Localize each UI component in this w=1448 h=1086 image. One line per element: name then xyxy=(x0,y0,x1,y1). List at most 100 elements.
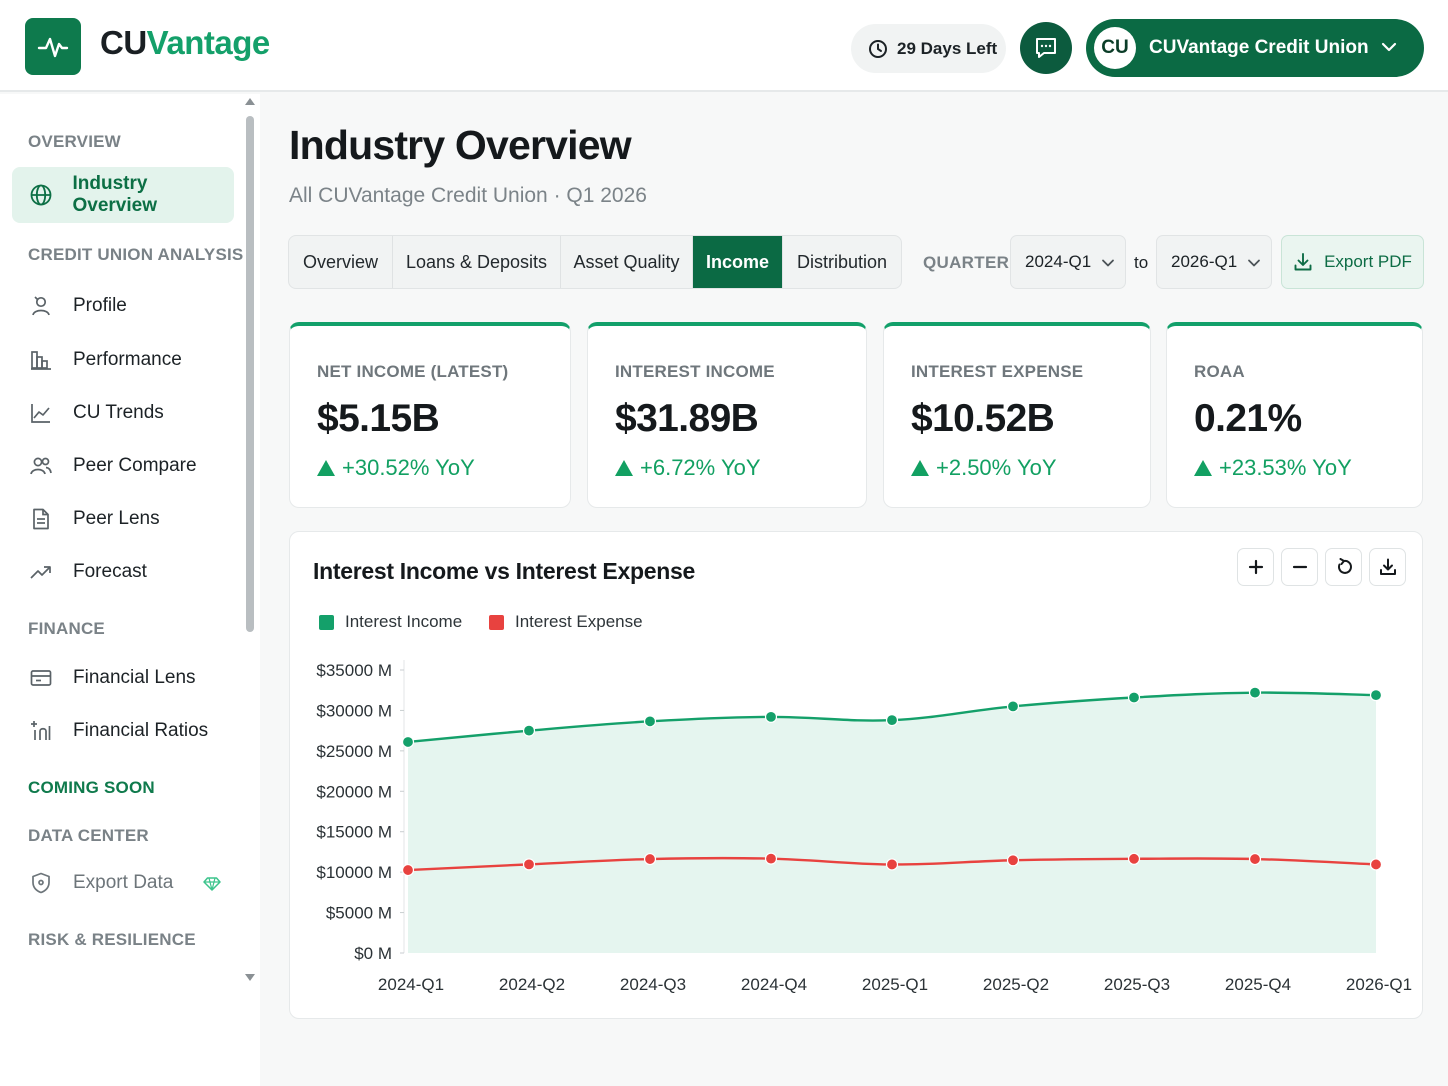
legend-label: Interest Expense xyxy=(515,612,643,631)
sidebar-section-risk-resilience: RISK & RESILIENCE xyxy=(28,930,196,949)
data-point xyxy=(522,858,536,871)
data-point xyxy=(401,863,415,877)
avatar: CU xyxy=(1094,27,1136,69)
quarter-from-value: 2024-Q1 xyxy=(1025,252,1092,271)
legend-interest-expense[interactable]: Interest Expense xyxy=(489,612,643,632)
kpi-card-interest-expense: INTEREST EXPENSE $10.52B +2.50% YoY xyxy=(883,322,1151,508)
kpi-value: $10.52B xyxy=(911,397,1055,440)
bar-chart-icon xyxy=(28,347,54,373)
y-tick-label: $30000 M xyxy=(316,701,392,720)
income-expense-chart: $0 M $5000 M $10000 M $15000 M $20000 M $2500… xyxy=(316,660,1412,994)
top-header: CU Vantage 29 Days Left CU CUVantage Cred… xyxy=(0,0,1448,92)
chevron-down-icon xyxy=(1381,42,1397,52)
sidebar-item-profile[interactable]: Profile xyxy=(12,278,234,334)
scroll-down-arrow[interactable] xyxy=(245,974,255,981)
data-point xyxy=(1006,854,1020,867)
tab-distribution[interactable]: Distribution xyxy=(796,251,888,272)
kpi-change-text: +23.53% YoY xyxy=(1219,455,1352,480)
chevron-down-icon xyxy=(1248,259,1260,267)
sidebar-item-financial-ratios[interactable]: Financial Ratios xyxy=(12,703,234,759)
sidebar-item-peer-lens[interactable]: Peer Lens xyxy=(12,491,234,547)
users-icon xyxy=(28,453,54,479)
kpi-value: 0.21% xyxy=(1194,397,1302,440)
brand-name-part2: Vantage xyxy=(146,24,271,61)
wallet-icon xyxy=(28,665,54,691)
page-subtitle: All CUVantage Credit Union · Q1 2026 xyxy=(289,184,647,207)
sidebar-item-label: Profile xyxy=(73,295,127,316)
y-tick-label: $15000 M xyxy=(316,823,392,842)
data-point xyxy=(885,858,899,871)
sidebar-item-cu-trends[interactable]: CU Trends xyxy=(12,385,234,441)
sidebar-item-label: CU Trends xyxy=(73,402,164,423)
clock-icon xyxy=(869,39,887,58)
sidebar-item-peer-compare[interactable]: Peer Compare xyxy=(12,438,234,494)
tab-overview[interactable]: Overview xyxy=(289,236,393,288)
scroll-up-arrow[interactable] xyxy=(245,98,255,105)
kpi-label: INTEREST EXPENSE xyxy=(911,362,1084,381)
data-point xyxy=(1369,858,1383,871)
up-arrow-icon xyxy=(911,460,929,476)
y-tick-label: $35000 M xyxy=(316,661,392,680)
data-point xyxy=(764,852,778,865)
sidebar-item-financial-lens[interactable]: Financial Lens xyxy=(12,650,234,706)
data-point xyxy=(643,852,657,866)
plus-icon xyxy=(1248,559,1263,575)
download-icon xyxy=(1294,253,1312,271)
y-tick-label: $25000 M xyxy=(316,742,392,761)
messages-button[interactable] xyxy=(1020,22,1072,74)
kpi-card-net-income: NET INCOME (LATEST) $5.15B +30.52% YoY xyxy=(289,322,571,508)
sidebar-section-finance: FINANCE xyxy=(28,619,105,638)
tab-asset-quality[interactable]: Asset Quality xyxy=(561,236,693,288)
sidebar-item-performance[interactable]: Performance xyxy=(12,332,234,388)
sidebar-item-label: Forecast xyxy=(73,561,147,582)
globe-icon xyxy=(28,182,53,208)
shield-icon xyxy=(28,870,54,896)
tab-income[interactable]: Income xyxy=(693,236,783,288)
sidebar-item-industry-overview[interactable]: Industry Overview xyxy=(12,167,234,223)
legend-label: Interest Income xyxy=(345,612,463,631)
data-point xyxy=(1006,700,1020,713)
quarter-to-select[interactable]: 2026-Q1 xyxy=(1156,235,1272,289)
minus-icon xyxy=(1292,565,1307,569)
sidebar-item-label: Peer Lens xyxy=(73,508,160,529)
sidebar-section-data-center: DATA CENTER xyxy=(28,826,149,845)
quarter-from-select[interactable]: 2024-Q1 xyxy=(1010,235,1126,289)
trending-up-icon xyxy=(28,559,54,585)
data-point xyxy=(1127,852,1141,865)
reset-zoom-button[interactable] xyxy=(1325,548,1362,586)
x-tick-label: 2025-Q1 xyxy=(862,975,928,994)
sidebar-section-coming-soon: COMING SOON xyxy=(28,778,155,797)
export-pdf-button[interactable]: Export PDF xyxy=(1281,235,1424,289)
kpi-change: +2.50% YoY xyxy=(911,455,1150,481)
sidebar-item-export-data[interactable]: Export Data xyxy=(12,855,234,911)
kpi-card-interest-income: INTEREST INCOME $31.89B +6.72% YoY xyxy=(587,322,867,508)
data-point xyxy=(643,715,657,728)
y-tick-label: $5000 M xyxy=(326,904,392,923)
sidebar-item-forecast[interactable]: Forecast xyxy=(12,544,234,600)
trial-countdown-badge[interactable]: 29 Days Left xyxy=(851,24,1006,73)
zoom-in-button[interactable] xyxy=(1237,548,1274,586)
up-arrow-icon xyxy=(317,460,335,476)
x-tick-label: 2024-Q2 xyxy=(499,975,565,994)
x-tick-label: 2025-Q2 xyxy=(983,975,1049,994)
legend-interest-income[interactable]: Interest Income xyxy=(319,612,462,632)
tab-loans-deposits[interactable]: Loans & Deposits xyxy=(393,236,561,288)
kpi-change: +6.72% YoY xyxy=(615,455,866,481)
quarter-label: QUARTER xyxy=(923,253,1010,272)
zoom-out-button[interactable] xyxy=(1281,548,1318,586)
account-menu-button[interactable]: CU CUVantage Credit Union xyxy=(1086,19,1424,77)
data-point xyxy=(1127,691,1141,704)
app-logo[interactable] xyxy=(25,18,81,75)
kpi-change-text: +30.52% YoY xyxy=(342,455,475,480)
kpi-value: $31.89B xyxy=(615,397,759,440)
export-pdf-label: Export PDF xyxy=(1324,252,1412,271)
data-point xyxy=(885,714,899,727)
sidebar-scrollbar-thumb[interactable] xyxy=(246,116,254,632)
download-chart-button[interactable] xyxy=(1369,548,1406,586)
kpi-card-roaa: ROAA 0.21% +23.53% YoY xyxy=(1166,322,1423,508)
kpi-change-text: +6.72% YoY xyxy=(640,455,761,480)
kpi-label: INTEREST INCOME xyxy=(615,362,775,381)
sidebar-item-label: Peer Compare xyxy=(73,455,197,476)
sidebar-item-label: Performance xyxy=(73,349,182,370)
data-point xyxy=(522,724,536,737)
